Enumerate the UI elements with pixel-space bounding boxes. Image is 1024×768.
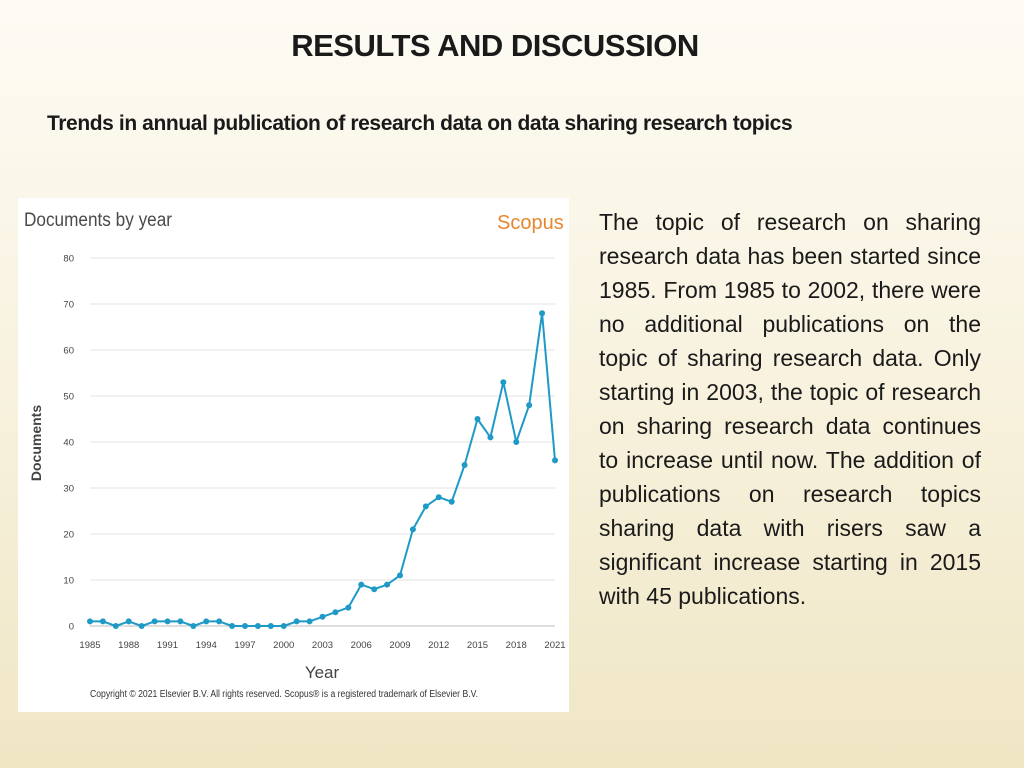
- scopus-logo: Scopus: [497, 212, 564, 234]
- data-point[interactable]: [280, 623, 287, 629]
- data-point[interactable]: [267, 623, 274, 629]
- data-point[interactable]: [526, 402, 533, 409]
- x-axis-label: Year: [305, 663, 340, 682]
- data-point[interactable]: [474, 416, 481, 422]
- data-point[interactable]: [229, 623, 236, 629]
- y-tick-label: 40: [63, 438, 74, 449]
- data-point[interactable]: [552, 457, 558, 464]
- chart-title: Documents by year: [24, 210, 173, 231]
- x-tick-label: 2015: [467, 640, 488, 651]
- data-point[interactable]: [435, 494, 442, 501]
- x-tick-label: 1988: [118, 640, 139, 651]
- data-point[interactable]: [151, 618, 158, 625]
- series-line: [90, 312, 556, 627]
- y-tick-label: 30: [63, 484, 74, 495]
- data-point[interactable]: [254, 623, 261, 629]
- x-tick-label: 2012: [428, 640, 449, 651]
- slide-title: RESULTS AND DISCUSSION: [291, 28, 699, 63]
- documents-by-year-chart: Documents by year Scopus 0 10 20 30 40 50 60 70…: [24, 210, 566, 700]
- data-point[interactable]: [138, 623, 145, 629]
- data-point[interactable]: [99, 618, 106, 625]
- data-point[interactable]: [461, 462, 468, 468]
- y-tick-label: 0: [69, 622, 74, 633]
- data-point[interactable]: [539, 310, 546, 317]
- data-point[interactable]: [203, 618, 210, 625]
- data-point[interactable]: [513, 439, 520, 445]
- data-point[interactable]: [242, 623, 248, 629]
- data-point[interactable]: [87, 618, 93, 625]
- x-tick-label: 2018: [506, 640, 527, 651]
- data-point[interactable]: [358, 581, 365, 588]
- data-point[interactable]: [164, 618, 171, 625]
- y-tick-label: 80: [63, 254, 74, 265]
- x-tick-label: 2003: [312, 640, 333, 651]
- x-tick-label: 2009: [389, 640, 410, 651]
- data-point[interactable]: [216, 618, 223, 625]
- x-tick-label: 2006: [351, 640, 372, 651]
- x-tick-label: 1991: [157, 640, 178, 651]
- data-point[interactable]: [125, 618, 132, 625]
- y-tick-label: 50: [63, 392, 74, 403]
- data-point[interactable]: [409, 526, 416, 533]
- data-point[interactable]: [500, 379, 507, 386]
- slide-subtitle: Trends in annual publication of research…: [47, 112, 793, 135]
- data-point[interactable]: [397, 572, 403, 579]
- data-point[interactable]: [306, 618, 313, 625]
- data-point[interactable]: [319, 613, 326, 620]
- discussion-paragraph: The topic of research on sharing researc…: [599, 209, 981, 609]
- data-point[interactable]: [371, 586, 378, 593]
- data-point[interactable]: [293, 618, 300, 625]
- data-point[interactable]: [190, 623, 197, 629]
- data-point[interactable]: [487, 434, 494, 441]
- copyright-notice: Copyright © 2021 Elsevier B.V. All right…: [90, 689, 478, 700]
- data-point[interactable]: [422, 503, 429, 510]
- y-tick-label: 10: [63, 576, 74, 587]
- data-point[interactable]: [345, 604, 352, 611]
- chart-panel: Documents by year Scopus 0 10 20 30 40 50 60 70…: [18, 198, 569, 712]
- data-point[interactable]: [384, 581, 391, 588]
- x-tick-label: 1994: [196, 640, 217, 651]
- x-tick-label: 2000: [273, 640, 294, 651]
- data-point[interactable]: [448, 498, 455, 505]
- x-tick-label: 2021: [544, 640, 565, 651]
- y-tick-label: 20: [63, 530, 74, 541]
- data-point[interactable]: [177, 618, 184, 625]
- data-point[interactable]: [112, 623, 119, 629]
- y-tick-label: 70: [63, 300, 74, 311]
- x-tick-label: 1997: [234, 640, 255, 651]
- x-tick-label: 1985: [79, 640, 100, 651]
- y-tick-label: 60: [63, 346, 74, 357]
- y-axis-label: Documents: [28, 405, 44, 481]
- data-point[interactable]: [332, 609, 339, 616]
